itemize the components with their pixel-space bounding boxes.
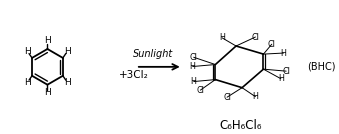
Text: Cl: Cl: [223, 93, 231, 102]
Text: Cl: Cl: [252, 33, 259, 42]
Text: H: H: [278, 74, 284, 83]
Text: C₆H₆Cl₆: C₆H₆Cl₆: [220, 119, 262, 132]
Text: Cl: Cl: [190, 53, 198, 62]
Text: H: H: [64, 78, 71, 87]
Text: H: H: [44, 88, 51, 97]
Text: H: H: [24, 78, 31, 87]
Text: H: H: [281, 49, 286, 57]
Text: Sunlight: Sunlight: [133, 49, 173, 59]
Text: +3Cl₂: +3Cl₂: [119, 70, 149, 80]
Text: H: H: [253, 92, 258, 101]
Text: H: H: [24, 47, 31, 56]
Text: Cl: Cl: [268, 40, 276, 49]
Text: H: H: [191, 77, 197, 86]
Text: H: H: [64, 47, 71, 56]
Text: Cl: Cl: [196, 86, 204, 95]
Text: H: H: [190, 62, 196, 71]
Text: H: H: [219, 33, 225, 42]
Text: H: H: [44, 36, 51, 45]
Text: (BHC): (BHC): [307, 62, 336, 72]
Text: Cl: Cl: [282, 67, 290, 76]
